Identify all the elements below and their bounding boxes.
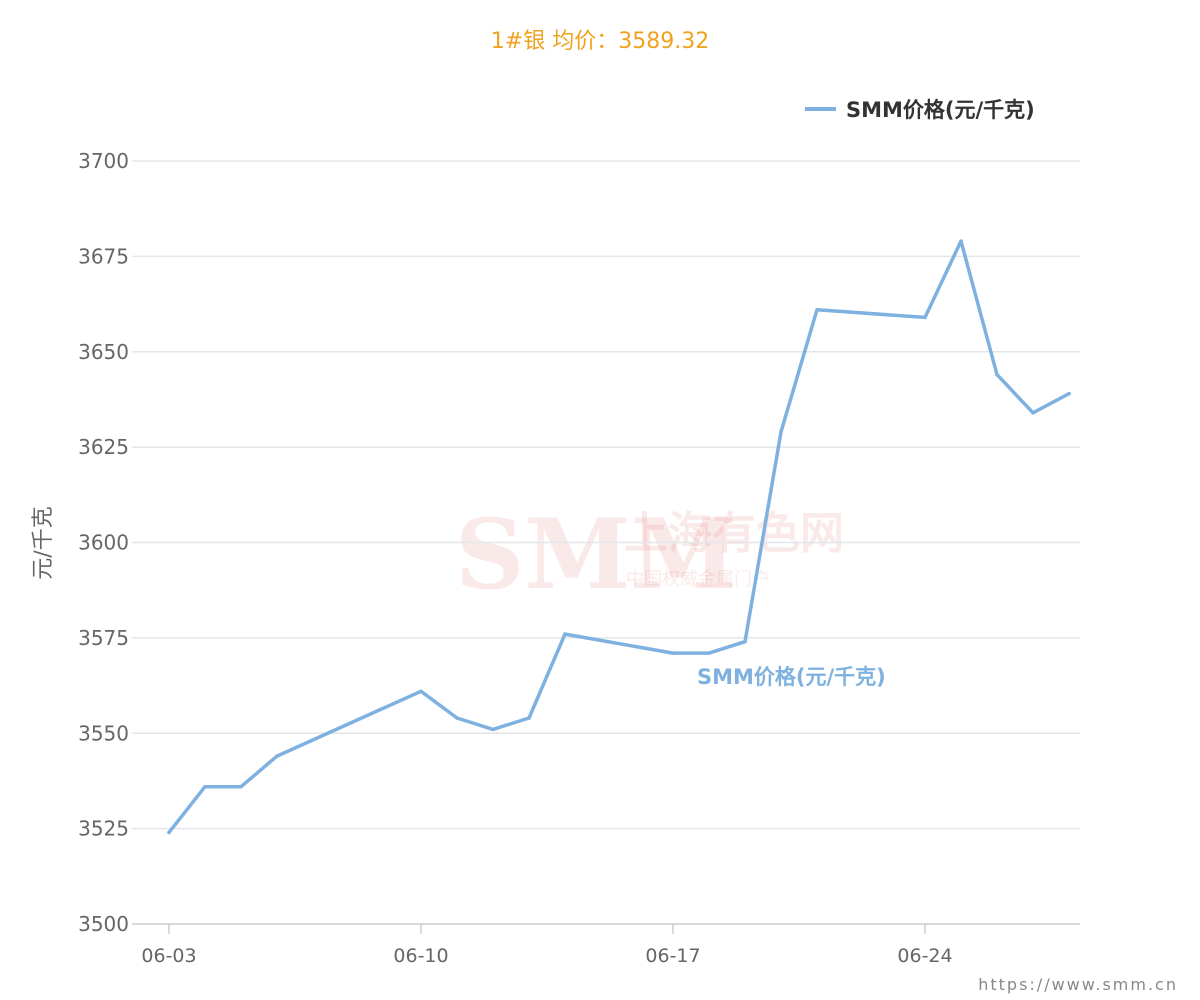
- data-point: [563, 632, 567, 636]
- data-point: [815, 307, 819, 312]
- data-point: [203, 784, 207, 789]
- data-point: [167, 830, 171, 835]
- data-point: [491, 727, 495, 732]
- grid-lines: [132, 160, 1080, 925]
- x-tick-label: 06-24: [897, 945, 952, 967]
- data-point: [239, 784, 243, 789]
- series-inline-label: SMM价格(元/千克): [697, 665, 886, 689]
- data-point: [1067, 391, 1071, 396]
- y-tick-label: 3700: [78, 149, 129, 173]
- chart-title: 1#银 均价：3589.32: [491, 29, 709, 54]
- watermark-logo: SMM: [455, 498, 737, 611]
- x-tick-label: 06-03: [141, 945, 196, 967]
- data-point: [275, 754, 279, 758]
- data-point: [995, 372, 999, 377]
- y-tick-label: 3500: [78, 912, 129, 936]
- series-layer: [167, 239, 1071, 835]
- legend[interactable]: SMM价格(元/千克): [805, 98, 1035, 122]
- y-tick-label: 3600: [78, 531, 129, 555]
- y-tick-label: 3625: [78, 435, 129, 459]
- data-point: [743, 639, 747, 644]
- y-tick-label: 3575: [78, 626, 129, 650]
- data-point: [923, 315, 927, 320]
- x-tick-label: 06-10: [393, 945, 448, 967]
- watermark: SMM 上海有色网 中国权威金属门户: [455, 498, 844, 611]
- data-point: [779, 430, 783, 434]
- data-point: [527, 716, 531, 720]
- x-tick-label: 06-17: [645, 945, 700, 967]
- data-point: [419, 689, 423, 694]
- x-axis-ticks: 06-03 06-10 06-17 06-24: [141, 924, 953, 967]
- watermark-slogan: 中国权威金属门户: [626, 569, 770, 590]
- y-axis-title: 元/千克: [31, 506, 56, 579]
- data-point: [1031, 410, 1035, 415]
- y-tick-label: 3550: [78, 721, 129, 745]
- data-point: [707, 651, 711, 655]
- legend-label: SMM价格(元/千克): [846, 98, 1035, 122]
- y-axis-ticks: 3500 3525 3550 3575 3600 3625 3650 3675 3700: [78, 149, 129, 936]
- y-tick-label: 3525: [78, 817, 129, 841]
- data-point: [455, 716, 459, 720]
- y-tick-label: 3650: [78, 340, 129, 364]
- y-tick-label: 3675: [78, 244, 129, 268]
- watermark-cn-name: 上海有色网: [624, 508, 844, 559]
- data-point: [671, 651, 675, 655]
- data-point: [959, 239, 963, 243]
- source-url[interactable]: https://www.smm.cn: [978, 975, 1178, 994]
